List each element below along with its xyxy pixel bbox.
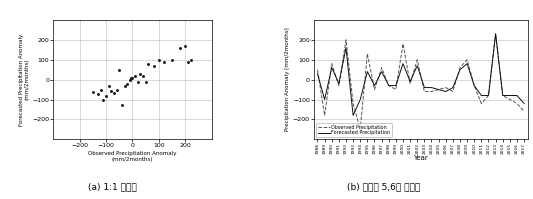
Forecasted Precipitation — [414, 64, 421, 67]
Forecasted Precipitation — [350, 114, 357, 117]
Observed Precipitation — [393, 88, 399, 91]
Point — [102, 94, 110, 97]
Forecasted Precipitation — [492, 33, 499, 35]
Text: (a) 1:1 산포도: (a) 1:1 산포도 — [87, 182, 136, 191]
Forecasted Precipitation — [328, 66, 335, 69]
Forecasted Precipitation — [336, 82, 342, 85]
Y-axis label: Forecasted Precipitation Anomaly
(mm/2months): Forecasted Precipitation Anomaly (mm/2mo… — [19, 33, 29, 126]
Forecasted Precipitation — [378, 70, 385, 73]
Point — [126, 78, 134, 81]
Observed Precipitation — [421, 90, 427, 93]
Legend: Observed Precipitation, Forecasted Precipitation: Observed Precipitation, Forecasted Preci… — [317, 123, 392, 137]
Forecasted Precipitation — [485, 94, 491, 97]
Point — [104, 84, 113, 87]
Point — [120, 84, 129, 87]
Observed Precipitation — [464, 59, 470, 61]
Point — [183, 60, 192, 63]
Observed Precipitation — [328, 62, 335, 65]
Point — [110, 91, 118, 94]
Point — [133, 80, 142, 83]
Forecasted Precipitation — [321, 98, 328, 101]
Observed Precipitation — [457, 66, 463, 69]
Text: (b) 연도별 5,6월 강수량: (b) 연도별 5,6월 강수량 — [347, 182, 421, 191]
Point — [181, 44, 190, 47]
Forecasted Precipitation — [357, 98, 364, 101]
Forecasted Precipitation — [450, 86, 456, 89]
Observed Precipitation — [372, 88, 378, 91]
X-axis label: Observed Precipitation Anomaly
(mm/2months): Observed Precipitation Anomaly (mm/2mont… — [88, 151, 177, 162]
Observed Precipitation — [343, 39, 349, 41]
Observed Precipitation — [429, 90, 435, 93]
Observed Precipitation — [407, 82, 413, 85]
Observed Precipitation — [385, 84, 392, 87]
Line: Observed Precipitation: Observed Precipitation — [318, 34, 524, 129]
Observed Precipitation — [400, 43, 406, 45]
Forecasted Precipitation — [457, 68, 463, 71]
Point — [123, 82, 132, 85]
Forecasted Precipitation — [407, 80, 413, 83]
Forecasted Precipitation — [364, 70, 370, 73]
Point — [144, 62, 152, 65]
Observed Precipitation — [499, 94, 506, 97]
Point — [94, 92, 102, 95]
Line: Forecasted Precipitation: Forecasted Precipitation — [318, 34, 524, 115]
Forecasted Precipitation — [400, 62, 406, 65]
Forecasted Precipitation — [314, 72, 321, 75]
Forecasted Precipitation — [521, 102, 527, 105]
Observed Precipitation — [364, 53, 370, 55]
Point — [139, 74, 147, 77]
Forecasted Precipitation — [385, 84, 392, 87]
Observed Precipitation — [514, 102, 520, 105]
Forecasted Precipitation — [514, 94, 520, 97]
Observed Precipitation — [321, 114, 328, 117]
Forecasted Precipitation — [507, 94, 513, 97]
Point — [118, 104, 126, 107]
Forecasted Precipitation — [372, 84, 378, 87]
Forecasted Precipitation — [442, 90, 449, 93]
Observed Precipitation — [450, 90, 456, 93]
Point — [115, 68, 124, 71]
Observed Precipitation — [471, 84, 478, 87]
Point — [112, 88, 121, 91]
Point — [127, 76, 135, 79]
Observed Precipitation — [314, 68, 321, 71]
Observed Precipitation — [507, 98, 513, 101]
Point — [155, 58, 163, 61]
Y-axis label: Precipitation Anomaly [mm/2months]: Precipitation Anomaly [mm/2months] — [285, 28, 290, 132]
Forecasted Precipitation — [421, 86, 427, 89]
Observed Precipitation — [357, 128, 364, 131]
Forecasted Precipitation — [471, 84, 478, 87]
Forecasted Precipitation — [499, 94, 506, 97]
Point — [99, 98, 108, 101]
Point — [160, 60, 168, 63]
Observed Precipitation — [414, 59, 421, 61]
Observed Precipitation — [336, 84, 342, 87]
Observed Precipitation — [492, 33, 499, 35]
Forecasted Precipitation — [464, 62, 470, 65]
Forecasted Precipitation — [478, 94, 484, 97]
Observed Precipitation — [442, 86, 449, 89]
Point — [176, 46, 184, 49]
Point — [96, 88, 105, 91]
Point — [186, 58, 195, 61]
Point — [149, 64, 158, 67]
Point — [88, 90, 97, 93]
Point — [107, 89, 116, 92]
Observed Precipitation — [435, 88, 442, 91]
Forecasted Precipitation — [429, 86, 435, 89]
Point — [131, 74, 139, 77]
Forecasted Precipitation — [435, 88, 442, 91]
Observed Precipitation — [485, 94, 491, 97]
Point — [136, 72, 144, 75]
Observed Precipitation — [478, 102, 484, 105]
Point — [168, 58, 176, 61]
X-axis label: Year: Year — [414, 155, 428, 161]
Observed Precipitation — [521, 110, 527, 113]
Observed Precipitation — [378, 66, 385, 69]
Forecasted Precipitation — [393, 84, 399, 87]
Point — [128, 76, 137, 79]
Observed Precipitation — [350, 102, 357, 105]
Forecasted Precipitation — [343, 47, 349, 49]
Point — [141, 80, 150, 83]
